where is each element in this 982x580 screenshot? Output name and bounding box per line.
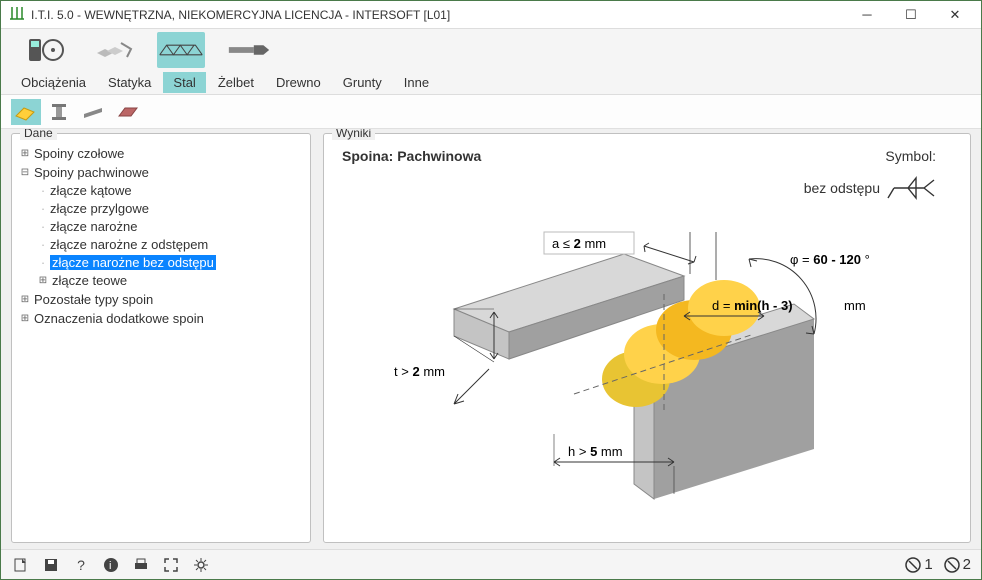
tab-inne[interactable]: Inne — [394, 72, 439, 93]
tree-panel-title: Dane — [20, 129, 57, 140]
svg-text:φ = 60 - 120 °: φ = 60 - 120 ° — [790, 252, 870, 267]
status-settings-icon[interactable] — [191, 555, 211, 575]
app-icon — [9, 5, 25, 24]
status-fullscreen-icon[interactable] — [161, 555, 181, 575]
main-area: Dane ⊞Spoiny czołowe⊟Spoiny pachwinowe·z… — [1, 129, 981, 549]
tree-item[interactable]: ·złącze przylgowe — [36, 199, 304, 217]
toolbar-wrench-icon[interactable] — [225, 32, 273, 68]
tree-item[interactable]: ⊞Oznaczenia dodatkowe spoin — [18, 309, 304, 327]
close-button[interactable]: ✕ — [933, 2, 977, 28]
svg-text:i: i — [109, 560, 111, 572]
toolbar-blocks-icon[interactable] — [89, 32, 137, 68]
maximize-button[interactable]: ☐ — [889, 2, 933, 28]
status-save-icon[interactable] — [41, 555, 61, 575]
tree-item[interactable]: ⊟Spoiny pachwinowe — [18, 163, 304, 181]
svg-text:a ≤ 2 mm: a ≤ 2 mm — [552, 236, 606, 251]
toolbar-truss-icon[interactable] — [157, 32, 205, 68]
tab-żelbet[interactable]: Żelbet — [208, 72, 264, 93]
tab-stal[interactable]: Stal — [163, 72, 205, 93]
symbol-label: Symbol: — [804, 148, 936, 164]
minimize-button[interactable]: ─ — [845, 2, 889, 28]
sub-toolbar — [1, 95, 981, 129]
tab-drewno[interactable]: Drewno — [266, 72, 331, 93]
tree-item[interactable]: ·złącze kątowe — [36, 181, 304, 199]
titlebar: I.T.I. 5.0 - WEWNĘTRZNA, NIEKOMERCYJNA L… — [1, 1, 981, 29]
subtool-weld-icon[interactable] — [11, 99, 41, 125]
symbol-sub: bez odstępu — [804, 180, 880, 196]
weld-diagram: a ≤ 2 mm φ = 60 - 120 ° d = min(h - 3) m… — [394, 204, 914, 504]
tree-item[interactable]: ·złącze narożne bez odstępu — [36, 253, 304, 271]
subtool-column-icon[interactable] — [45, 99, 75, 125]
status-view2[interactable]: 2 — [943, 556, 971, 574]
svg-text:t > 2 mm: t > 2 mm — [394, 364, 445, 379]
subtool-plate-icon[interactable] — [113, 99, 143, 125]
tree-item[interactable]: ·złącze narożne z odstępem — [36, 235, 304, 253]
tree-item[interactable]: ⊞Pozostałe typy spoin — [18, 290, 304, 308]
status-view1[interactable]: 1 — [904, 556, 932, 574]
subtool-beam-icon[interactable] — [79, 99, 109, 125]
status-help-icon[interactable]: ? — [71, 555, 91, 575]
symbol-box: Symbol: bez odstępu — [804, 148, 936, 208]
result-content: Spoina: Pachwinowa Symbol: bez odstępu — [324, 134, 970, 542]
category-tabs: ObciążeniaStatykaStalŻelbetDrewnoGruntyI… — [1, 71, 981, 95]
tab-statyka[interactable]: Statyka — [98, 72, 161, 93]
statusbar: ? i 1 2 — [1, 549, 981, 579]
svg-text:d = min(h - 3): d = min(h - 3) — [712, 298, 793, 313]
status-info-icon[interactable]: i — [101, 555, 121, 575]
status-new-icon[interactable] — [11, 555, 31, 575]
svg-text:h > 5 mm: h > 5 mm — [568, 444, 623, 459]
tree-item[interactable]: ⊞Spoiny czołowe — [18, 144, 304, 162]
svg-text:mm: mm — [844, 298, 866, 313]
tab-obciążenia[interactable]: Obciążenia — [11, 72, 96, 93]
tree: ⊞Spoiny czołowe⊟Spoiny pachwinowe·złącze… — [12, 134, 310, 542]
main-toolbar — [1, 29, 981, 71]
result-panel: Wyniki Spoina: Pachwinowa Symbol: bez od… — [323, 133, 971, 543]
weld-symbol-icon — [886, 168, 936, 208]
status-print-icon[interactable] — [131, 555, 151, 575]
window-buttons: ─ ☐ ✕ — [845, 2, 977, 28]
toolbar-calc-icon[interactable] — [21, 32, 69, 68]
tab-grunty[interactable]: Grunty — [333, 72, 392, 93]
tree-item[interactable]: ·złącze narożne — [36, 217, 304, 235]
tree-panel: Dane ⊞Spoiny czołowe⊟Spoiny pachwinowe·z… — [11, 133, 311, 543]
tree-item[interactable]: ⊞złącze teowe — [36, 271, 304, 289]
window-title: I.T.I. 5.0 - WEWNĘTRZNA, NIEKOMERCYJNA L… — [31, 8, 845, 22]
